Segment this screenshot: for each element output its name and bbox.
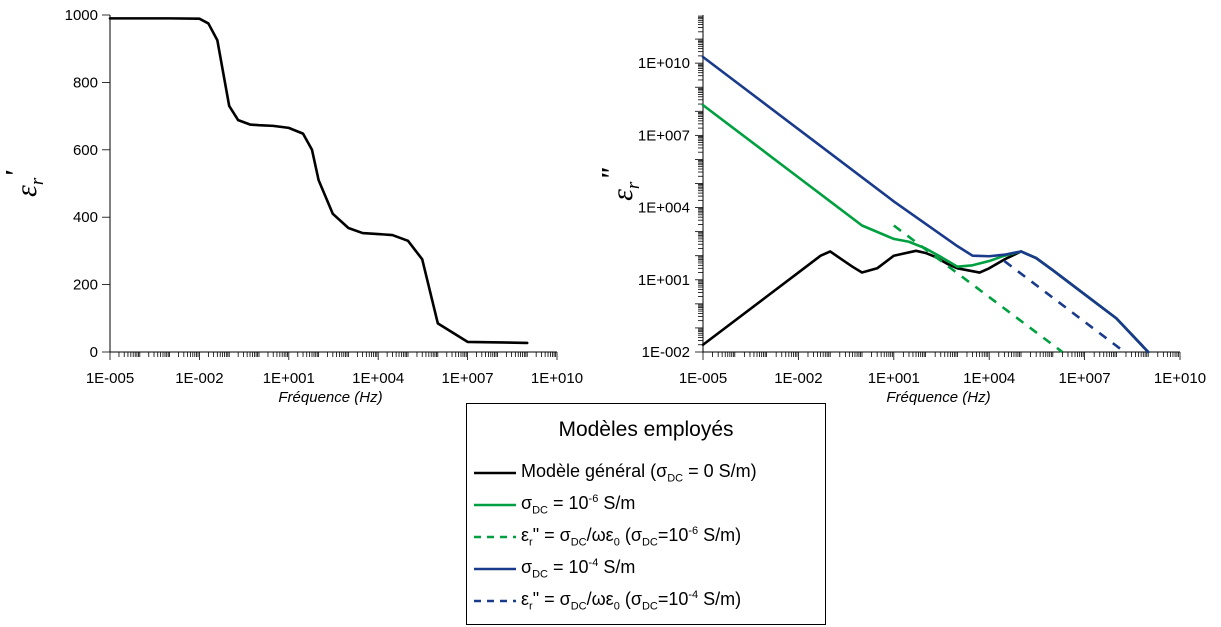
- legend-item: εr" = σDC/ωε0 (σDC=10-6 S/m): [473, 524, 741, 550]
- legend-item: Modèle général (σDC = 0 S/m): [473, 460, 757, 486]
- y-tick-label: 1E-002: [642, 344, 690, 361]
- legend-item: εr" = σDC/ωε0 (σDC=10-4 S/m): [473, 588, 741, 614]
- series-line-0: [108, 17, 529, 345]
- y-tick-label: 400: [73, 209, 98, 226]
- legend-swatch: [474, 567, 516, 571]
- legend-label: εr" = σDC/ωε0 (σDC=10-6 S/m): [521, 525, 742, 549]
- legend-swatch: [474, 535, 516, 539]
- x-tick-label: 1E-002: [175, 370, 223, 387]
- series-line-1: [701, 103, 1150, 354]
- series-line-3: [701, 55, 1150, 354]
- y-tick-label: 1E+010: [638, 55, 690, 72]
- y-tick-label: 200: [73, 277, 98, 294]
- permittivity-real-chart: 1E-005 1E-002 1E+001 1E+004 1E+007 1E+010 Fréq…: [1, 7, 583, 406]
- x-tick-label: 1E+004: [963, 370, 1015, 387]
- series-line-2: [893, 224, 1064, 354]
- x-tick-label: 1E+010: [531, 370, 583, 387]
- permittivity-imaginary-chart: 1E-005 1E-002 1E+001 1E+004 1E+007 1E+010 Fréq…: [597, 15, 1206, 406]
- legend-label: Modèle général (σDC = 0 S/m): [521, 461, 757, 485]
- y-tick-label: 1000: [65, 7, 98, 24]
- series-line-0: [701, 249, 1150, 354]
- series-line-4: [1003, 260, 1126, 354]
- x-tick-label: 1E+007: [1059, 370, 1111, 387]
- legend-label: εr" = σDC/ωε0 (σDC=10-4 S/m): [521, 589, 742, 613]
- x-tick-label: 1E-005: [679, 370, 727, 387]
- x-tick-label: 1E+007: [442, 370, 494, 387]
- x-tick-label: 1E+001: [868, 370, 920, 387]
- x-tick-label: 1E-005: [86, 370, 134, 387]
- y-axis-title: εr": [597, 166, 644, 201]
- legend-swatch: [474, 503, 516, 507]
- y-tick-label: 1E+004: [638, 200, 690, 217]
- y-tick-label: 800: [73, 74, 98, 91]
- legend-item: σDC = 10-6 S/m: [473, 492, 635, 518]
- y-tick-label: 1E+007: [638, 127, 690, 144]
- x-tick-label: 1E-002: [774, 370, 822, 387]
- y-tick-label: 1E+001: [638, 272, 690, 289]
- x-axis-title: Fréquence (Hz): [278, 389, 382, 406]
- y-tick-label: 600: [73, 142, 98, 159]
- x-axis-title: Fréquence (Hz): [886, 389, 990, 406]
- y-axis-title: εr': [1, 170, 48, 197]
- legend-swatch: [474, 471, 516, 475]
- legend-item: σDC = 10-4 S/m: [473, 556, 635, 582]
- legend-swatch: [474, 599, 516, 603]
- legend-label: σDC = 10-6 S/m: [521, 493, 636, 517]
- legend: Modèles employés Modèle général (σDC = 0…: [466, 403, 826, 625]
- x-tick-label: 1E+010: [1154, 370, 1206, 387]
- y-tick-label: 0: [90, 344, 98, 361]
- legend-label: σDC = 10-4 S/m: [521, 557, 636, 581]
- x-tick-label: 1E+004: [352, 370, 404, 387]
- legend-title: Modèles employés: [558, 418, 734, 441]
- x-tick-label: 1E+001: [263, 370, 315, 387]
